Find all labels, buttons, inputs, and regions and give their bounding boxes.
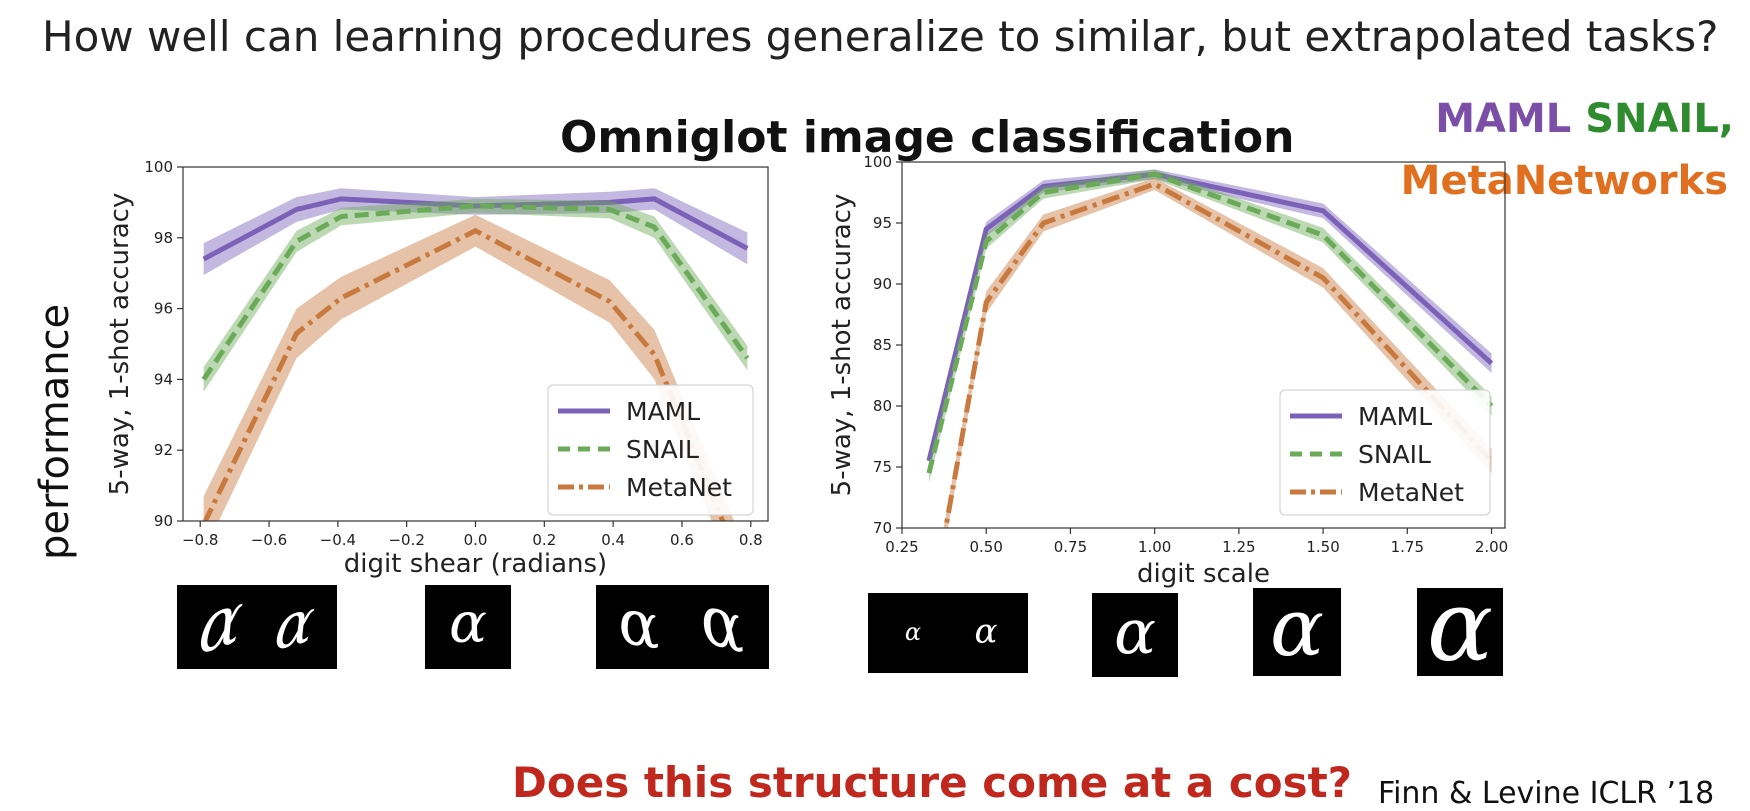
alpha-glyph: α <box>449 596 487 652</box>
y-axis-label: 5-way, 1-shot accuracy <box>827 194 857 497</box>
alpha-glyph: α <box>195 585 246 667</box>
alpha-glyph: α <box>1270 588 1324 668</box>
digit-sample-image: α <box>1253 588 1341 676</box>
legend-label: MAML <box>1358 402 1432 431</box>
alpha-glyph: α <box>1114 601 1156 663</box>
y-tick-label: 85 <box>873 336 892 354</box>
x-tick-label: 1.50 <box>1306 538 1339 556</box>
x-tick-label: 0.50 <box>970 538 1003 556</box>
legend-label: SNAIL <box>1358 440 1431 469</box>
x-tick-label: 2.00 <box>1475 538 1508 556</box>
x-tick-label: 0.25 <box>885 538 918 556</box>
digit-sample-image: α <box>1417 588 1503 676</box>
x-tick-label: 1.75 <box>1391 538 1424 556</box>
bottom-question: Does this structure come at a cost? <box>512 758 1352 807</box>
x-tick-label: 1.25 <box>1222 538 1255 556</box>
y-tick-label: 90 <box>873 275 892 293</box>
alpha-glyph: α <box>692 585 750 666</box>
y-tick-label: 100 <box>863 153 892 171</box>
y-tick-label: 70 <box>873 519 892 537</box>
x-axis-label: digit scale <box>1137 559 1270 589</box>
alpha-glyph: α <box>272 588 319 659</box>
alpha-glyph: α <box>612 588 665 660</box>
y-tick-label: 95 <box>873 214 892 232</box>
alpha-glyph: α <box>1427 588 1493 676</box>
alpha-glyph: α <box>975 614 998 648</box>
x-tick-label: 0.75 <box>1054 538 1087 556</box>
chart-legend: MAML SNAIL MetaNet <box>1280 390 1490 515</box>
y-tick-label: 80 <box>873 397 892 415</box>
legend-label: MetaNet <box>1358 478 1464 507</box>
digit-sample-image: α <box>425 585 511 669</box>
x-tick-label: 1.00 <box>1138 538 1171 556</box>
y-tick-label: 75 <box>873 458 892 476</box>
alpha-glyph: α <box>905 620 921 644</box>
digit-sample-image: α <box>1092 593 1178 677</box>
